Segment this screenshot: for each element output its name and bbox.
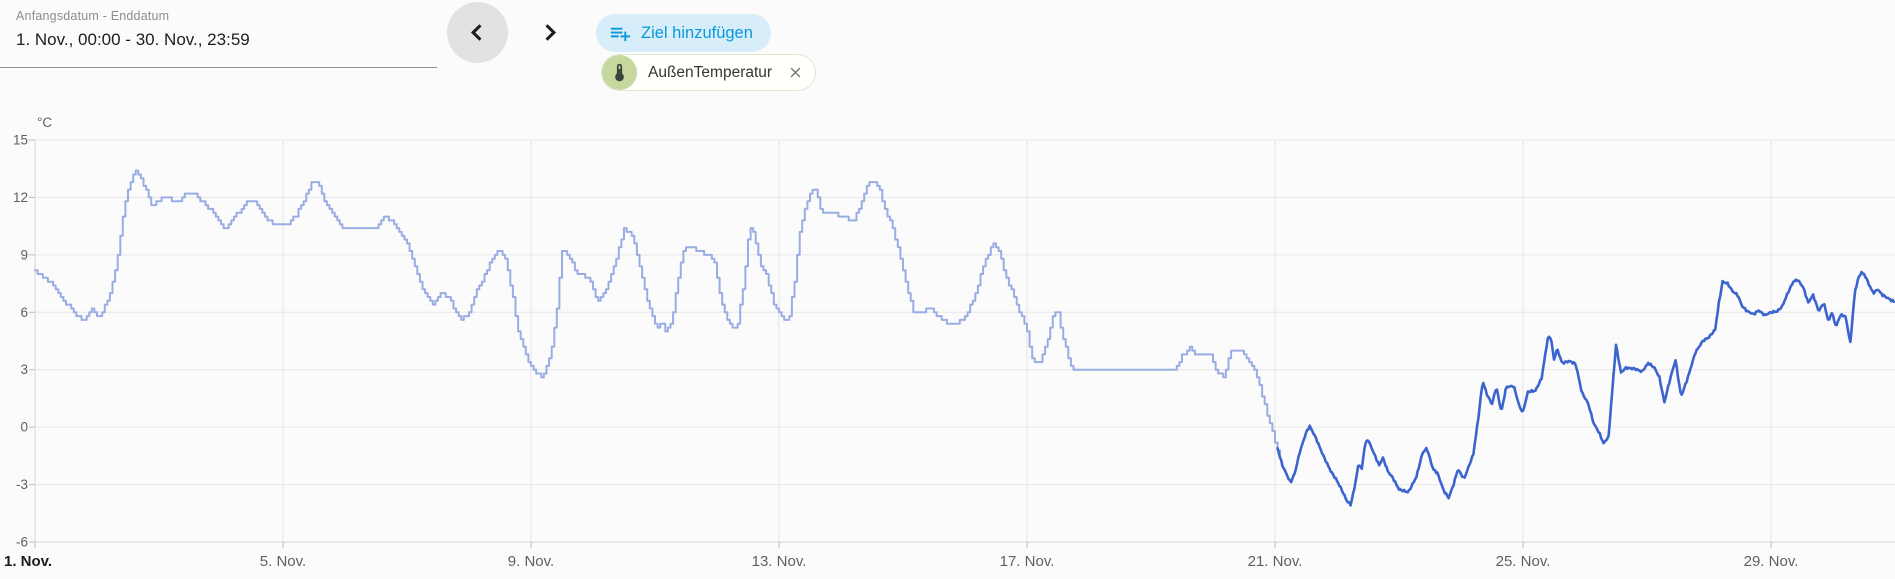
svg-text:6: 6	[20, 305, 28, 320]
svg-text:5. Nov.: 5. Nov.	[260, 553, 306, 570]
svg-text:9. Nov.: 9. Nov.	[508, 553, 554, 570]
svg-text:-6: -6	[16, 535, 28, 550]
svg-text:15: 15	[13, 133, 28, 148]
svg-text:1. Nov.: 1. Nov.	[4, 553, 52, 570]
date-range-value: 1. Nov., 00:00 - 30. Nov., 23:59	[16, 30, 250, 49]
chart-gridlines	[29, 139, 1895, 548]
remove-entity-button[interactable]	[784, 62, 807, 83]
chevron-left-icon	[464, 19, 491, 46]
svg-text:9: 9	[20, 247, 28, 262]
date-range-picker[interactable]: Anfangsdatum - Enddatum 1. Nov., 00:00 -…	[0, 0, 437, 68]
svg-text:3: 3	[20, 362, 28, 377]
svg-text:21. Nov.: 21. Nov.	[1248, 553, 1303, 570]
chevron-right-icon	[536, 19, 563, 46]
svg-text:-3: -3	[16, 477, 28, 492]
svg-text:12: 12	[13, 190, 28, 205]
svg-text:29. Nov.: 29. Nov.	[1744, 553, 1799, 570]
entity-avatar	[602, 55, 637, 90]
svg-text:13. Nov.: 13. Nov.	[752, 553, 807, 570]
entity-chip-aussentemperatur[interactable]: AußenTemperatur	[601, 54, 817, 91]
svg-text:25. Nov.: 25. Nov.	[1496, 553, 1551, 570]
svg-text:17. Nov.: 17. Nov.	[1000, 553, 1055, 570]
entity-chip-label: AußenTemperatur	[648, 63, 773, 81]
add-target-button[interactable]: Ziel hinzufügen	[596, 14, 771, 52]
thermometer-icon	[609, 62, 630, 83]
y-axis-unit-label: °C	[37, 115, 52, 130]
add-target-label: Ziel hinzufügen	[641, 23, 753, 42]
chart-series	[34, 169, 1895, 507]
next-period-button[interactable]	[519, 2, 580, 63]
playlist-plus-icon	[609, 22, 632, 45]
date-range-label: Anfangsdatum - Enddatum	[16, 9, 170, 23]
close-icon	[788, 65, 803, 80]
svg-text:0: 0	[20, 420, 28, 435]
previous-period-button[interactable]	[447, 2, 508, 63]
chart-axis-labels: 15 12 9 6 3 0 -3 -6 1. Nov. 5. Nov. 9. Nov. 13. Nov…	[4, 133, 1798, 571]
